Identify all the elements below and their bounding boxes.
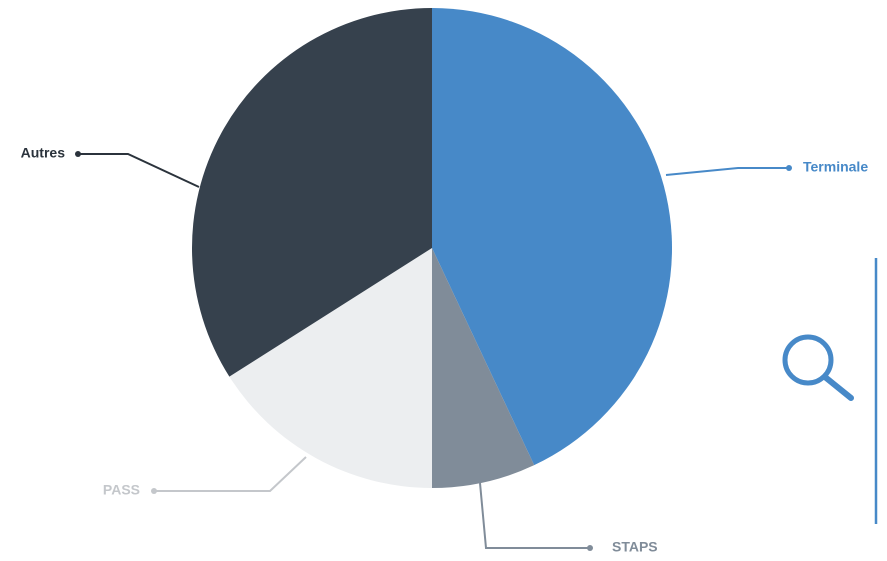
leader-lines xyxy=(75,151,792,551)
pie-slice-pass xyxy=(229,248,432,488)
slice-label-pass: PASS xyxy=(103,482,140,498)
slice-labels: Terminale STAPS PASS Autres xyxy=(21,145,869,555)
search-icon xyxy=(782,334,854,401)
leader-dot-autres xyxy=(75,151,81,157)
pie-slice-terminale xyxy=(432,8,673,466)
pie-slices xyxy=(191,8,673,489)
slice-label-staps: STAPS xyxy=(612,539,658,555)
pie-slice-staps xyxy=(432,248,535,489)
leader-dot-terminale xyxy=(786,165,792,171)
leader-dot-staps xyxy=(587,545,593,551)
slice-label-autres: Autres xyxy=(21,145,66,161)
leader-dot-pass xyxy=(151,488,157,494)
pie-slice-autres xyxy=(191,8,432,377)
leader-line-terminale xyxy=(665,167,789,176)
leader-line-pass xyxy=(154,456,307,492)
leader-line-staps xyxy=(479,482,590,549)
slice-label-terminale: Terminale xyxy=(803,159,868,175)
leader-line-autres xyxy=(78,153,200,188)
